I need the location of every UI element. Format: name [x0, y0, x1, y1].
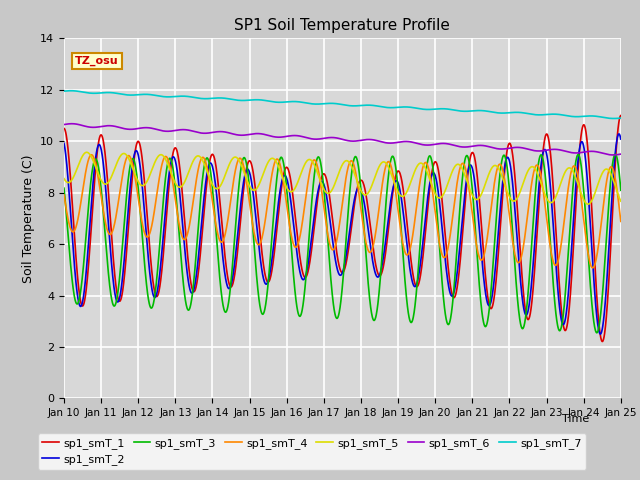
sp1_smT_2 — [60, 140, 68, 146]
sp1_smT_6 — [331, 135, 339, 141]
sp1_smT_5 — [602, 167, 609, 172]
sp1_smT_5 — [83, 149, 90, 155]
sp1_smT_4 — [89, 153, 97, 158]
sp1_smT_6 — [499, 146, 506, 152]
Text: Time: Time — [561, 414, 589, 424]
sp1_smT_5 — [584, 201, 592, 207]
Y-axis label: Soil Temperature (C): Soil Temperature (C) — [22, 154, 35, 283]
sp1_smT_5 — [316, 178, 324, 183]
sp1_smT_2 — [617, 136, 625, 142]
sp1_smT_3 — [593, 330, 601, 336]
sp1_smT_3 — [499, 155, 506, 161]
sp1_smT_4 — [60, 192, 68, 198]
Line: sp1_smT_3: sp1_smT_3 — [64, 154, 621, 333]
sp1_smT_7 — [67, 88, 75, 94]
sp1_smT_6 — [617, 151, 625, 157]
sp1_smT_4 — [601, 190, 609, 195]
sp1_smT_3 — [611, 151, 619, 157]
sp1_smT_2 — [596, 331, 604, 337]
sp1_smT_7 — [601, 115, 609, 120]
sp1_smT_1 — [331, 235, 339, 241]
sp1_smT_2 — [601, 303, 609, 309]
sp1_smT_7 — [601, 115, 609, 120]
sp1_smT_7 — [331, 101, 339, 107]
sp1_smT_2 — [316, 181, 324, 187]
sp1_smT_2 — [601, 307, 609, 312]
sp1_smT_6 — [601, 151, 609, 156]
sp1_smT_7 — [60, 88, 68, 94]
sp1_smT_4 — [499, 167, 506, 173]
sp1_smT_5 — [89, 157, 97, 163]
Legend: sp1_smT_1, sp1_smT_2, sp1_smT_3, sp1_smT_4, sp1_smT_5, sp1_smT_6, sp1_smT_7: sp1_smT_1, sp1_smT_2, sp1_smT_3, sp1_smT… — [38, 433, 586, 469]
sp1_smT_3 — [60, 185, 68, 191]
sp1_smT_1 — [601, 330, 609, 336]
sp1_smT_2 — [499, 181, 506, 187]
sp1_smT_4 — [617, 218, 625, 224]
sp1_smT_7 — [499, 110, 506, 116]
sp1_smT_5 — [617, 198, 625, 204]
sp1_smT_6 — [68, 121, 76, 127]
sp1_smT_1 — [598, 338, 606, 344]
sp1_smT_1 — [88, 208, 96, 214]
sp1_smT_3 — [331, 310, 339, 316]
sp1_smT_1 — [316, 181, 324, 187]
sp1_smT_5 — [60, 176, 68, 181]
sp1_smT_6 — [601, 151, 609, 156]
sp1_smT_2 — [88, 188, 96, 194]
sp1_smT_3 — [601, 262, 609, 267]
sp1_smT_1 — [617, 113, 625, 119]
Line: sp1_smT_6: sp1_smT_6 — [64, 124, 621, 155]
sp1_smT_6 — [60, 121, 68, 127]
Line: sp1_smT_2: sp1_smT_2 — [64, 134, 621, 334]
sp1_smT_5 — [499, 175, 506, 181]
Text: TZ_osu: TZ_osu — [75, 56, 119, 66]
sp1_smT_7 — [617, 115, 625, 121]
Line: sp1_smT_4: sp1_smT_4 — [64, 155, 621, 268]
sp1_smT_2 — [615, 131, 623, 137]
sp1_smT_3 — [617, 187, 625, 193]
sp1_smT_1 — [499, 194, 506, 200]
sp1_smT_1 — [60, 126, 68, 132]
sp1_smT_4 — [589, 265, 596, 271]
sp1_smT_3 — [88, 167, 96, 172]
sp1_smT_3 — [601, 258, 609, 264]
sp1_smT_4 — [331, 244, 339, 250]
Line: sp1_smT_1: sp1_smT_1 — [64, 116, 621, 341]
sp1_smT_5 — [331, 180, 339, 186]
sp1_smT_7 — [316, 101, 324, 107]
sp1_smT_6 — [89, 124, 97, 130]
Line: sp1_smT_7: sp1_smT_7 — [64, 91, 621, 119]
sp1_smT_4 — [316, 179, 324, 184]
sp1_smT_2 — [331, 253, 339, 259]
sp1_smT_4 — [602, 188, 609, 193]
sp1_smT_4 — [88, 152, 95, 157]
sp1_smT_5 — [601, 167, 609, 172]
Title: SP1 Soil Temperature Profile: SP1 Soil Temperature Profile — [234, 18, 451, 33]
sp1_smT_7 — [610, 116, 618, 121]
sp1_smT_1 — [601, 328, 609, 334]
sp1_smT_3 — [316, 157, 324, 163]
sp1_smT_6 — [316, 136, 324, 142]
Line: sp1_smT_5: sp1_smT_5 — [64, 152, 621, 204]
sp1_smT_6 — [609, 152, 617, 158]
sp1_smT_7 — [89, 90, 97, 96]
